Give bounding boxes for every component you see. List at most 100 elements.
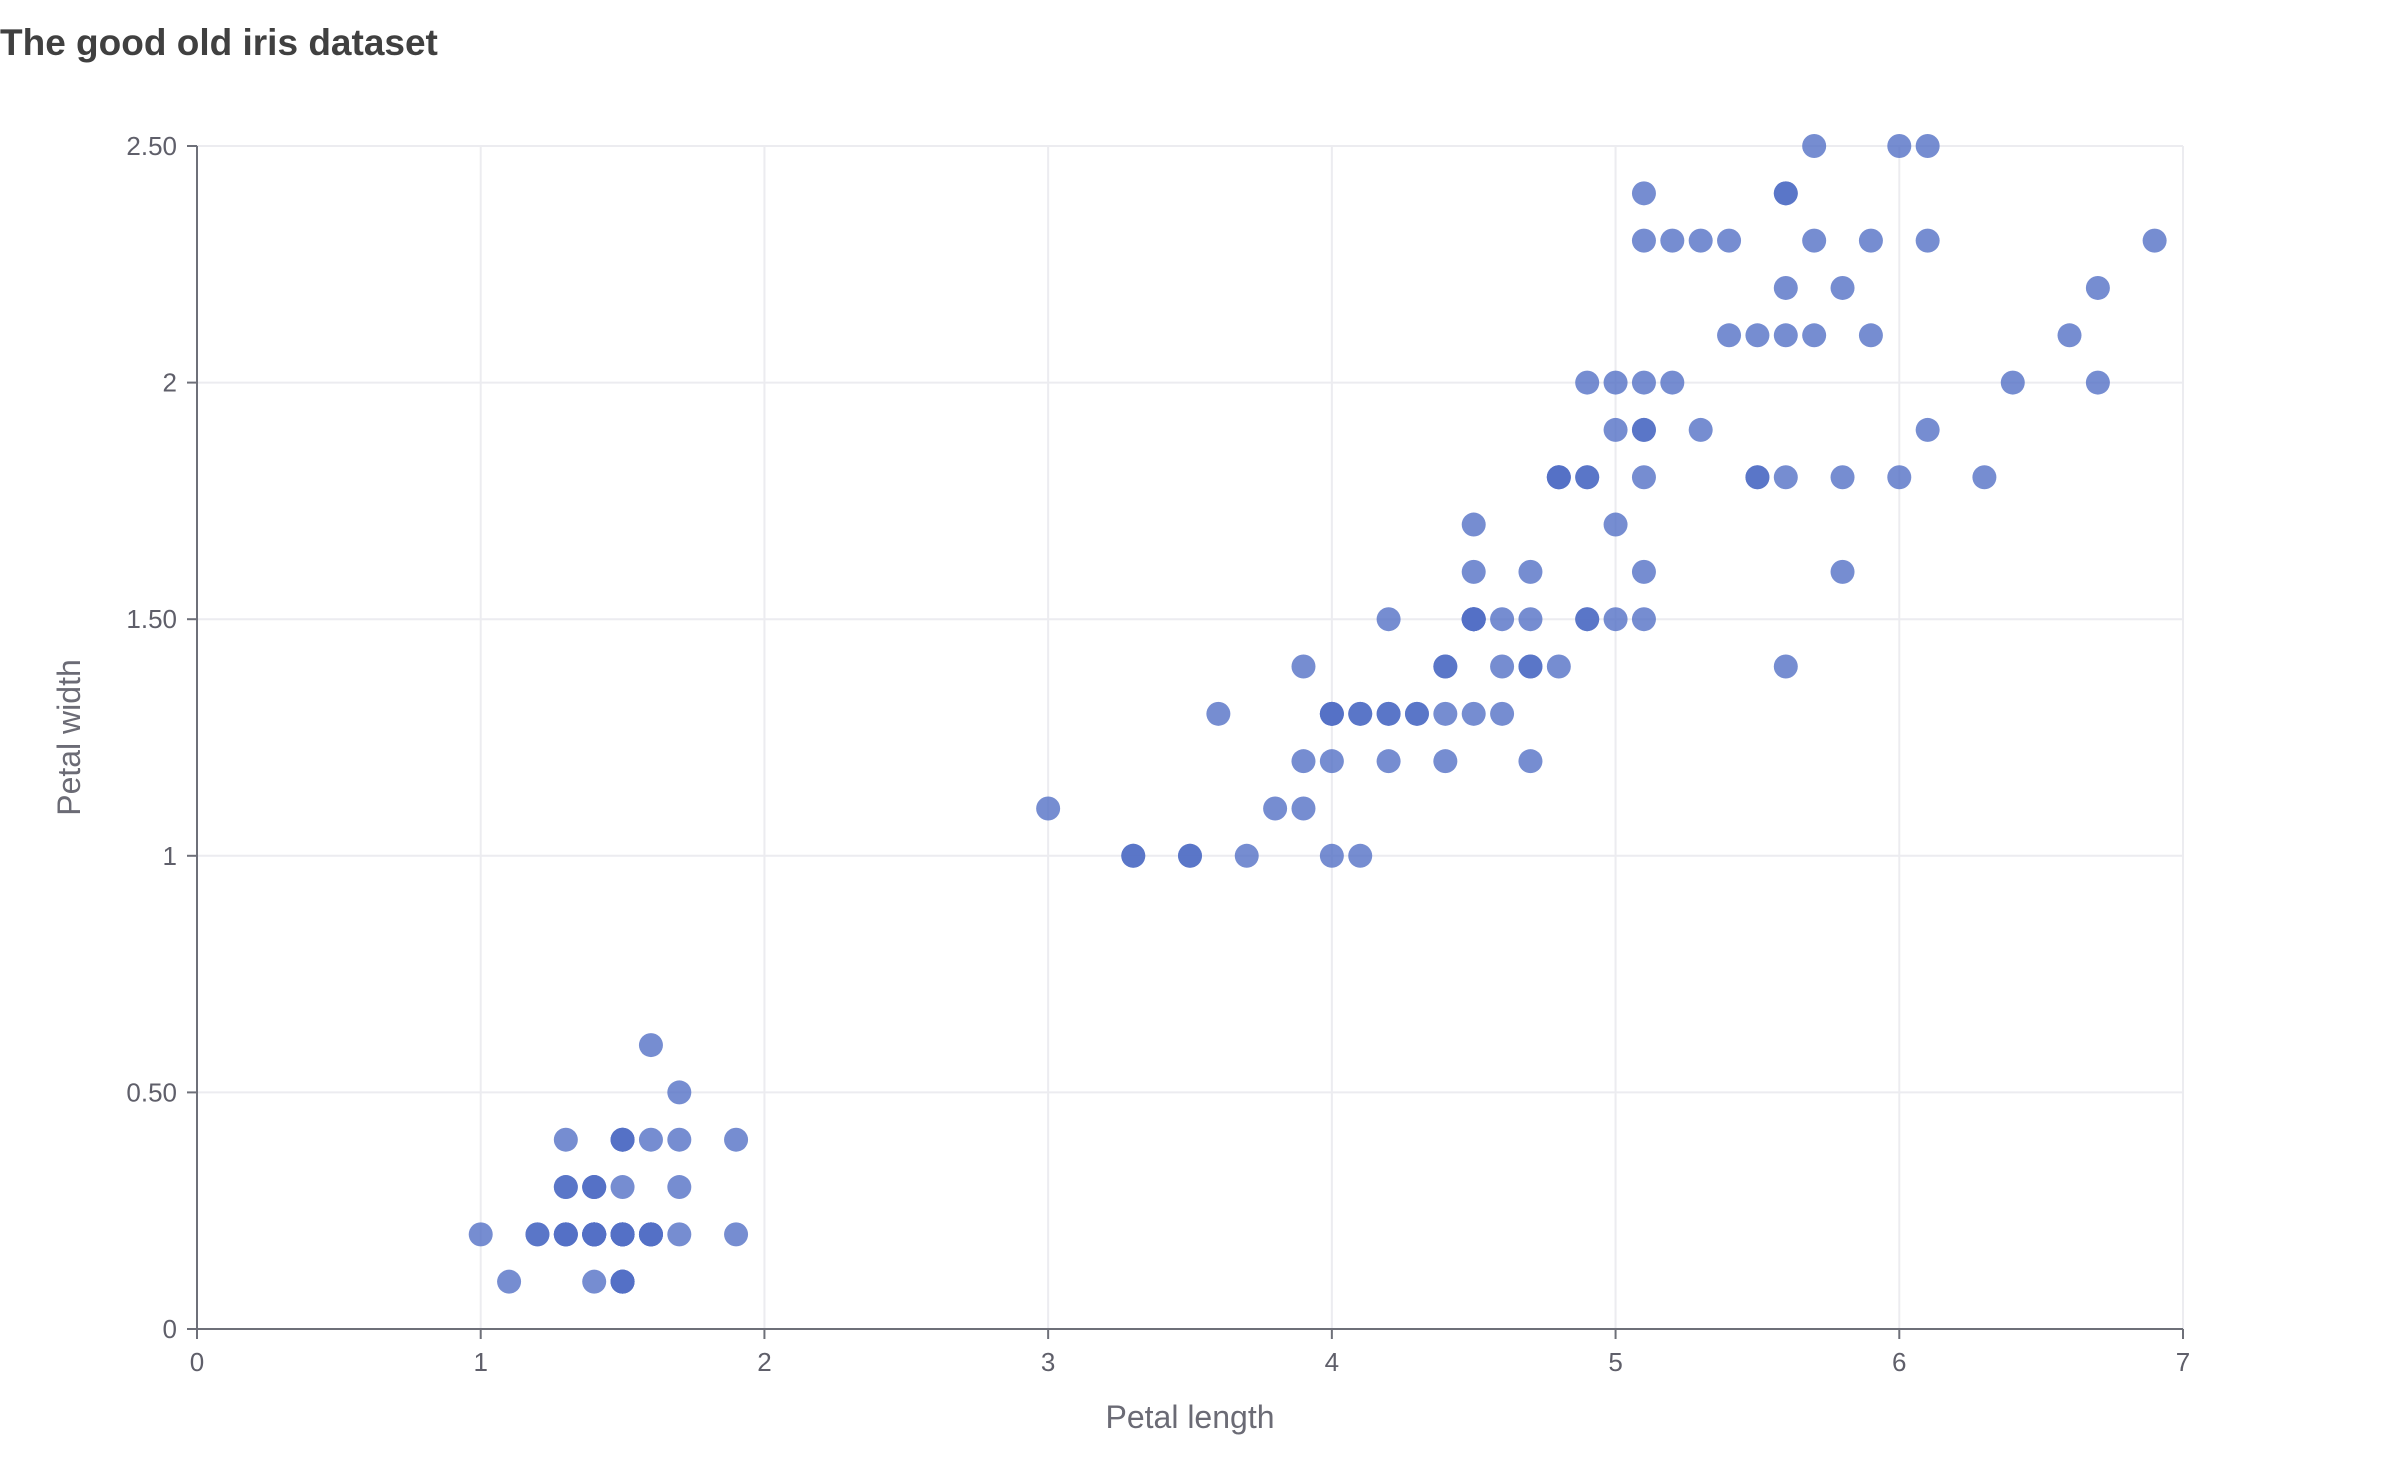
data-point[interactable] [582, 1269, 607, 1294]
data-point[interactable] [1830, 465, 1855, 490]
data-point[interactable] [1178, 843, 1202, 868]
data-point[interactable] [1376, 701, 1401, 726]
data-point[interactable] [1887, 134, 1912, 158]
data-point[interactable] [610, 1175, 635, 1200]
data-point[interactable] [1461, 607, 1486, 632]
data-point[interactable] [1404, 701, 1429, 726]
data-point[interactable] [1319, 749, 1344, 774]
data-point[interactable] [667, 1175, 692, 1200]
data-point[interactable] [553, 1175, 578, 1200]
data-point[interactable] [1660, 228, 1685, 253]
data-point[interactable] [1858, 228, 1883, 253]
data-point[interactable] [1745, 323, 1770, 348]
data-point[interactable] [1773, 465, 1798, 490]
data-point[interactable] [468, 1222, 493, 1247]
data-point[interactable] [1830, 275, 1855, 300]
data-point[interactable] [610, 1222, 635, 1247]
data-point[interactable] [1631, 228, 1656, 253]
data-point[interactable] [1291, 749, 1316, 774]
data-point[interactable] [1291, 796, 1316, 821]
data-point[interactable] [1745, 465, 1770, 490]
data-point[interactable] [1575, 607, 1600, 632]
data-point[interactable] [1603, 370, 1628, 395]
data-point[interactable] [610, 1269, 635, 1294]
data-point[interactable] [1631, 181, 1656, 206]
data-point[interactable] [1348, 701, 1373, 726]
data-point[interactable] [582, 1222, 607, 1247]
data-point[interactable] [2000, 370, 2025, 395]
data-point[interactable] [1263, 796, 1288, 821]
data-point[interactable] [1631, 559, 1656, 584]
data-point[interactable] [1036, 796, 1061, 821]
data-point[interactable] [1773, 181, 1798, 206]
data-point[interactable] [1802, 134, 1827, 158]
data-point[interactable] [1121, 843, 1146, 868]
data-point[interactable] [1518, 607, 1543, 632]
data-point[interactable] [1575, 370, 1600, 395]
data-point[interactable] [610, 1127, 635, 1152]
data-point[interactable] [2142, 228, 2167, 253]
data-point[interactable] [1688, 228, 1713, 253]
data-point[interactable] [1717, 323, 1742, 348]
data-point[interactable] [2085, 370, 2110, 395]
data-point[interactable] [525, 1222, 550, 1247]
data-point[interactable] [1376, 749, 1401, 774]
data-point[interactable] [1206, 701, 1231, 726]
data-point[interactable] [1631, 417, 1656, 442]
data-point[interactable] [497, 1269, 522, 1294]
data-point[interactable] [1773, 654, 1798, 679]
data-point[interactable] [553, 1222, 578, 1247]
data-point[interactable] [1631, 370, 1656, 395]
data-point[interactable] [1461, 559, 1486, 584]
data-point[interactable] [1376, 607, 1401, 632]
data-point[interactable] [638, 1127, 663, 1152]
data-point[interactable] [1319, 701, 1344, 726]
data-point[interactable] [1461, 701, 1486, 726]
data-point[interactable] [724, 1127, 749, 1152]
data-point[interactable] [582, 1175, 607, 1200]
data-point[interactable] [2085, 275, 2110, 300]
data-point[interactable] [1802, 323, 1827, 348]
data-point[interactable] [638, 1222, 663, 1247]
data-point[interactable] [1518, 654, 1543, 679]
data-point[interactable] [1546, 465, 1571, 490]
data-point[interactable] [553, 1127, 578, 1152]
data-point[interactable] [1915, 417, 1940, 442]
data-point[interactable] [1603, 417, 1628, 442]
data-point[interactable] [1858, 323, 1883, 348]
data-point[interactable] [1490, 607, 1515, 632]
data-point[interactable] [1972, 465, 1997, 490]
data-point[interactable] [1915, 228, 1940, 253]
data-point[interactable] [1773, 275, 1798, 300]
data-point[interactable] [1717, 228, 1742, 253]
data-point[interactable] [724, 1222, 749, 1247]
data-point[interactable] [667, 1127, 692, 1152]
data-point[interactable] [1603, 512, 1628, 537]
data-point[interactable] [1915, 134, 1940, 158]
data-point[interactable] [1490, 654, 1515, 679]
data-point[interactable] [1319, 843, 1344, 868]
data-point[interactable] [1461, 512, 1486, 537]
data-point[interactable] [1433, 654, 1458, 679]
data-point[interactable] [667, 1080, 692, 1105]
data-point[interactable] [2057, 323, 2082, 348]
data-point[interactable] [1887, 465, 1912, 490]
data-point[interactable] [1688, 417, 1713, 442]
data-point[interactable] [1631, 607, 1656, 632]
data-point[interactable] [1830, 559, 1855, 584]
data-point[interactable] [1433, 749, 1458, 774]
data-point[interactable] [667, 1222, 692, 1247]
data-point[interactable] [1575, 465, 1600, 490]
data-point[interactable] [1518, 749, 1543, 774]
data-point[interactable] [1603, 607, 1628, 632]
data-point[interactable] [1660, 370, 1685, 395]
data-point[interactable] [1546, 654, 1571, 679]
data-point[interactable] [1234, 843, 1259, 868]
data-point[interactable] [1518, 559, 1543, 584]
data-point[interactable] [1631, 465, 1656, 490]
data-point[interactable] [1433, 701, 1458, 726]
data-point[interactable] [1490, 701, 1515, 726]
data-point[interactable] [638, 1033, 663, 1058]
data-point[interactable] [1802, 228, 1827, 253]
data-point[interactable] [1291, 654, 1316, 679]
